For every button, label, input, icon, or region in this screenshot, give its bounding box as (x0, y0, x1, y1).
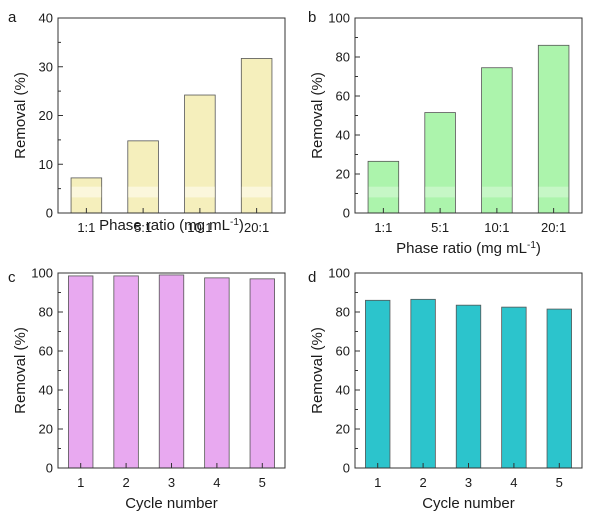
y-tick-label: 100 (31, 266, 53, 281)
y-tick-label: 40 (336, 128, 350, 143)
bar (158, 274, 185, 469)
x-tick-label: 4 (510, 475, 517, 490)
y-tick-label: 20 (336, 167, 350, 182)
x-tick-label: 1 (374, 475, 381, 490)
x-axis-label-superscript: -1 (230, 217, 239, 228)
y-tick-label: 40 (336, 383, 350, 398)
bar (113, 275, 139, 469)
x-axis-label-superscript: -1 (527, 240, 536, 251)
bar (537, 44, 570, 214)
bar-highlight (185, 186, 215, 198)
chart-panel-d: d 0 20 40 60 80 100 1 2 3 4 5 Removal (%) Cycle numbe… (308, 266, 583, 512)
bar (204, 277, 230, 469)
x-tick-label: 1 (77, 475, 84, 490)
x-axis-label-main: Cycle number (125, 495, 218, 512)
x-tick-label: 5 (259, 475, 266, 490)
y-tick-label: 20 (336, 422, 350, 437)
x-axis-label-end: ) (239, 217, 244, 234)
y-tick-label: 60 (336, 344, 350, 359)
y-tick-label: 30 (39, 59, 53, 74)
bar (68, 275, 94, 469)
y-tick-label: 20 (39, 108, 53, 123)
x-tick-label: 20:1 (244, 220, 269, 235)
x-tick-label: 5 (556, 475, 563, 490)
x-tick-label: 3 (168, 475, 175, 490)
bar (127, 140, 159, 214)
y-tick-label: 80 (336, 305, 350, 320)
y-axis-label: Removal (%) (309, 72, 326, 159)
x-tick-label: 10:1 (484, 220, 509, 235)
x-axis-label-main: Cycle number (422, 495, 515, 512)
bar (249, 278, 275, 469)
x-tick-label: 1:1 (374, 220, 392, 235)
x-tick-label: 2 (419, 475, 426, 490)
x-axis-label: Phase ratio (mg mL-1) (99, 217, 244, 235)
bar (501, 306, 527, 469)
x-tick-label: 2 (122, 475, 129, 490)
y-tick-label: 20 (39, 422, 53, 437)
bar (546, 308, 572, 469)
y-tick-label: 0 (343, 461, 350, 476)
y-tick-label: 80 (39, 305, 53, 320)
x-axis-label-main: Phase ratio (mg mL (99, 217, 230, 234)
bar-highlight (71, 186, 102, 198)
y-axis-label: Removal (%) (12, 72, 29, 159)
y-tick-label: 10 (39, 157, 53, 172)
y-tick-label: 40 (39, 383, 53, 398)
x-axis-label-end: ) (536, 240, 541, 257)
y-tick-label: 0 (46, 206, 53, 221)
panel-label: b (308, 9, 316, 26)
bar (424, 112, 456, 214)
x-tick-label: 4 (213, 475, 220, 490)
y-tick-label: 40 (39, 11, 53, 26)
x-tick-label: 1:1 (77, 220, 95, 235)
bar (365, 299, 391, 469)
chart-panel-b: b 0 20 40 60 80 100 1:1 5:1 10:1 20:1 Removal (%) Ph… (308, 9, 583, 258)
panel-label: d (308, 269, 316, 286)
x-tick-label: 5:1 (134, 220, 152, 235)
y-tick-label: 0 (343, 206, 350, 221)
bar-highlight (241, 186, 272, 198)
bar-highlight (128, 186, 158, 198)
bar-highlight (538, 186, 569, 198)
bar-highlight (425, 186, 455, 198)
bar-highlight (482, 186, 512, 198)
x-tick-label: 5:1 (431, 220, 449, 235)
y-tick-label: 60 (336, 89, 350, 104)
y-axis-label: Removal (%) (309, 327, 326, 414)
chart-panel-a: a 0 10 20 30 40 1:1 5:1 10:1 20:1 Removal (%) Phase… (8, 9, 286, 235)
y-axis-label: Removal (%) (12, 327, 29, 414)
y-tick-label: 80 (336, 50, 350, 65)
bar-highlight (368, 186, 399, 198)
panel-label: c (8, 269, 16, 286)
panel-label: a (8, 9, 17, 26)
x-axis-label-main: Phase ratio (mg mL (396, 240, 527, 257)
x-tick-label: 20:1 (541, 220, 566, 235)
x-tick-label: 10:1 (187, 220, 212, 235)
y-tick-label: 100 (328, 266, 350, 281)
chart-panel-c: c 0 20 40 60 80 100 1 2 3 4 5 Removal (%) Cycle numbe… (8, 266, 286, 512)
x-tick-label: 3 (465, 475, 472, 490)
y-tick-label: 100 (328, 11, 350, 26)
x-axis-label: Phase ratio (mg mL-1) (396, 240, 541, 258)
y-tick-label: 0 (46, 461, 53, 476)
bar (455, 304, 482, 469)
x-axis-label: Cycle number (125, 495, 218, 512)
x-axis-label: Cycle number (422, 495, 515, 512)
y-tick-label: 60 (39, 344, 53, 359)
bar (410, 298, 436, 469)
